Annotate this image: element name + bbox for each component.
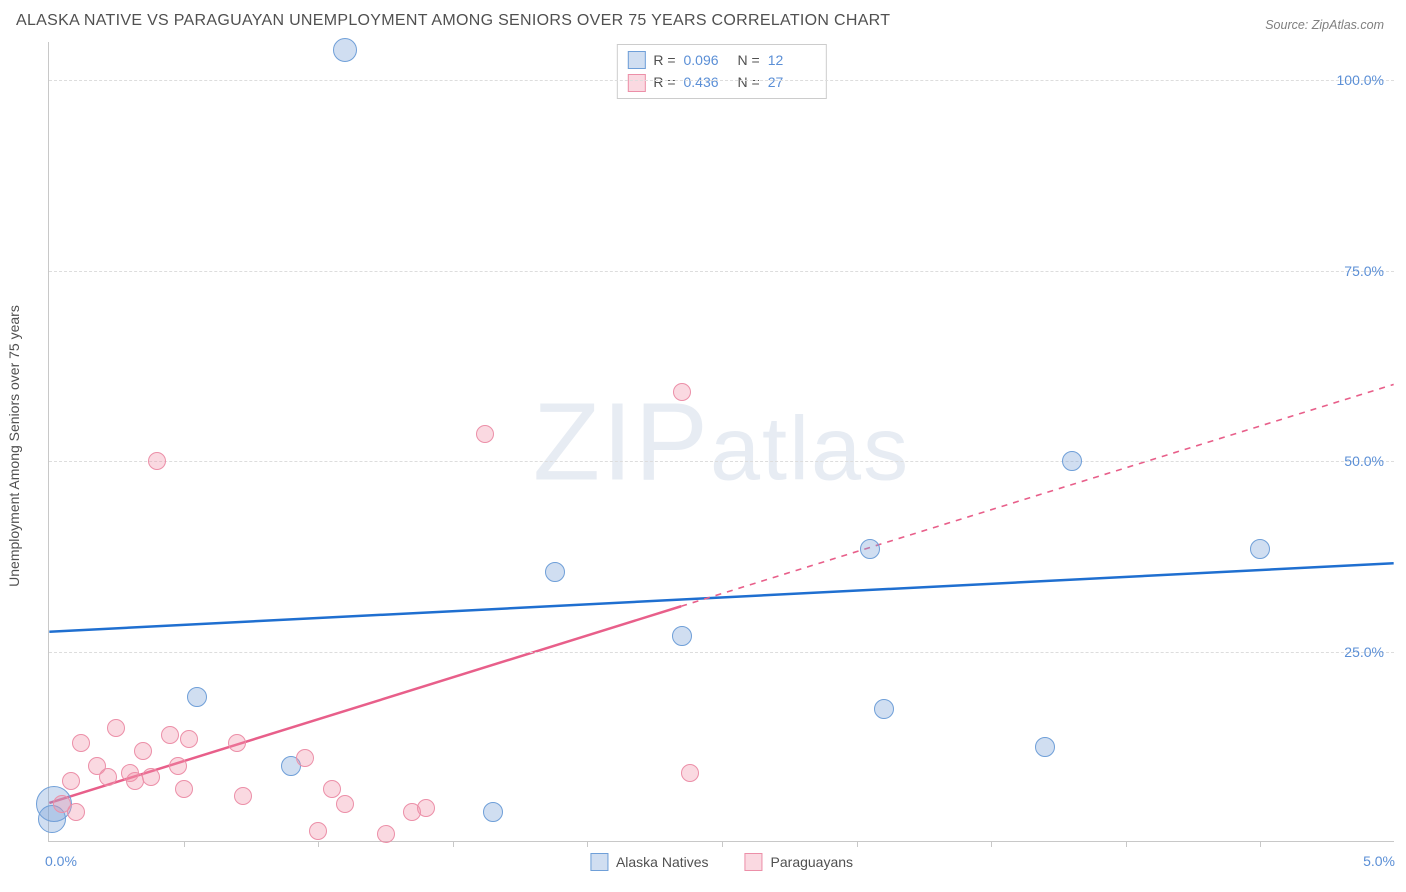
gridline-h [49,271,1394,272]
bottom-legend: Alaska Natives Paraguayans [590,853,853,871]
source-attribution: Source: ZipAtlas.com [1265,18,1384,32]
data-point-paraguayan [309,822,327,840]
x-minor-tick [1260,841,1261,847]
gridline-h [49,461,1394,462]
stat-label-r: R = [653,71,675,93]
stat-n-paraguayan: 27 [768,71,814,93]
data-point-paraguayan [67,803,85,821]
x-tick-label: 5.0% [1363,853,1395,869]
stat-label-n: N = [738,49,760,71]
data-point-paraguayan [417,799,435,817]
legend-swatch-paraguayan [745,853,763,871]
data-point-alaska [860,539,880,559]
data-point-paraguayan [234,787,252,805]
x-minor-tick [184,841,185,847]
data-point-paraguayan [134,742,152,760]
gridline-h [49,80,1394,81]
x-minor-tick [857,841,858,847]
data-point-paraguayan [180,730,198,748]
data-point-paraguayan [296,749,314,767]
data-point-alaska [1250,539,1270,559]
trendline-alaska [49,563,1393,631]
gridline-h [49,652,1394,653]
data-point-paraguayan [72,734,90,752]
legend-label-paraguayan: Paraguayans [771,854,854,870]
data-point-alaska [1062,451,1082,471]
x-minor-tick [722,841,723,847]
data-point-alaska [1035,737,1055,757]
legend-swatch-alaska [590,853,608,871]
swatch-alaska [627,51,645,69]
data-point-paraguayan [476,425,494,443]
data-point-paraguayan [169,757,187,775]
x-minor-tick [991,841,992,847]
stats-legend-box: R = 0.096 N = 12 R = 0.436 N = 27 [616,44,826,99]
data-point-alaska [672,626,692,646]
x-minor-tick [318,841,319,847]
x-tick-label: 0.0% [45,853,77,869]
data-point-paraguayan [62,772,80,790]
watermark: ZIPatlas [533,378,910,505]
data-point-alaska [483,802,503,822]
data-point-alaska [545,562,565,582]
data-point-paraguayan [228,734,246,752]
data-point-paraguayan [148,452,166,470]
y-tick-label: 100.0% [1337,72,1384,88]
stat-label-r: R = [653,49,675,71]
legend-item-alaska: Alaska Natives [590,853,709,871]
trendline-extrapolation-paraguayan [681,384,1393,606]
stat-n-alaska: 12 [768,49,814,71]
x-minor-tick [1126,841,1127,847]
y-tick-label: 50.0% [1344,453,1384,469]
data-point-paraguayan [323,780,341,798]
data-point-paraguayan [673,383,691,401]
x-minor-tick [453,841,454,847]
y-tick-label: 75.0% [1344,263,1384,279]
legend-item-paraguayan: Paraguayans [745,853,854,871]
plot-area: ZIPatlas R = 0.096 N = 12 R = 0.436 N = … [48,42,1394,842]
data-point-paraguayan [175,780,193,798]
data-point-paraguayan [336,795,354,813]
stats-row-alaska: R = 0.096 N = 12 [627,49,813,71]
y-tick-label: 25.0% [1344,644,1384,660]
data-point-alaska [333,38,357,62]
stat-r-paraguayan: 0.436 [684,71,730,93]
stats-row-paraguayan: R = 0.436 N = 27 [627,71,813,93]
trend-lines-svg [49,42,1394,841]
data-point-paraguayan [161,726,179,744]
chart-title: ALASKA NATIVE VS PARAGUAYAN UNEMPLOYMENT… [16,12,890,30]
data-point-alaska [187,687,207,707]
data-point-paraguayan [142,768,160,786]
data-point-alaska [874,699,894,719]
x-minor-tick [587,841,588,847]
swatch-paraguayan [627,74,645,92]
stat-r-alaska: 0.096 [684,49,730,71]
stat-label-n: N = [738,71,760,93]
y-axis-label: Unemployment Among Seniors over 75 years [6,305,22,587]
data-point-paraguayan [99,768,117,786]
data-point-paraguayan [681,764,699,782]
data-point-paraguayan [377,825,395,843]
legend-label-alaska: Alaska Natives [616,854,709,870]
data-point-paraguayan [107,719,125,737]
